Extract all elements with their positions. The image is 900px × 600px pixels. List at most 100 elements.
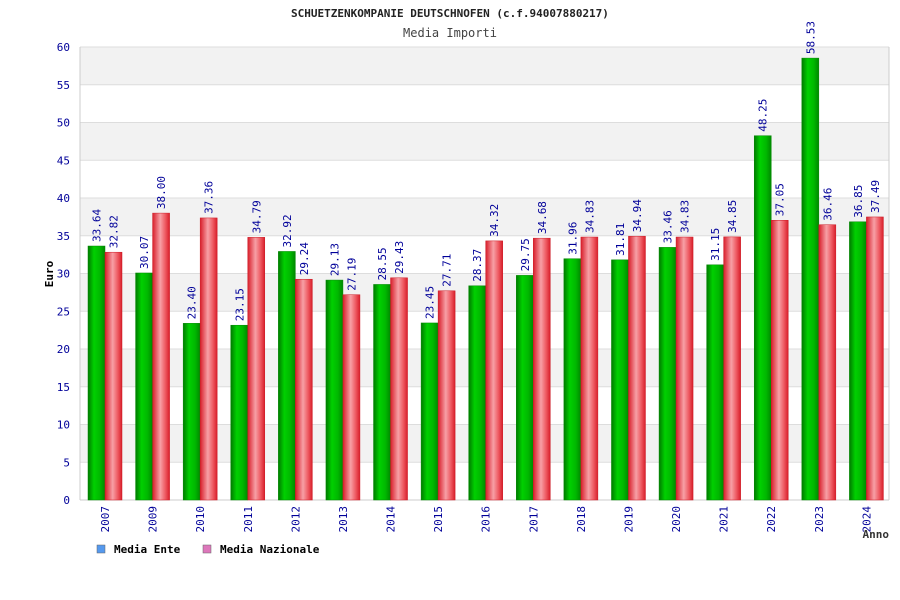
bar-media-nazionale (199, 217, 218, 501)
y-tick-label: 40 (57, 192, 70, 205)
bar-value-label: 30.07 (138, 236, 151, 269)
legend-label: Media Ente (114, 543, 181, 556)
bar-media-nazionale (342, 294, 361, 501)
y-tick-label: 60 (57, 41, 70, 54)
bar-media-nazionale (675, 236, 694, 501)
y-tick-label: 55 (57, 79, 70, 92)
bar-value-label: 34.83 (679, 200, 692, 233)
bar-media-nazionale (580, 236, 599, 501)
x-tick-label: 2023 (813, 506, 826, 533)
x-tick-label: 2015 (432, 506, 445, 533)
bar-media-ente (849, 221, 867, 501)
bar-media-nazionale (390, 277, 408, 501)
bar-media-ente (87, 245, 106, 501)
bar-value-label: 33.64 (91, 209, 104, 242)
x-tick-label: 2009 (147, 506, 160, 533)
bar-media-ente (278, 251, 296, 501)
legend: Media Ente Media Nazionale (96, 543, 320, 556)
bar-media-nazionale (437, 290, 456, 501)
bar-value-label: 34.85 (726, 200, 739, 233)
x-tick-label: 2012 (289, 506, 302, 533)
legend-swatch (96, 544, 106, 554)
y-axis-ticks: 0 5 10 15 20 25 30 35 40 45 50 55 60 (57, 41, 70, 507)
bar-value-label: 31.96 (566, 222, 579, 255)
bar-media-ente (182, 323, 201, 501)
y-tick-label: 15 (57, 381, 70, 394)
bar-media-ente (230, 324, 249, 501)
y-tick-label: 30 (57, 268, 70, 281)
x-tick-label: 2020 (670, 506, 683, 533)
bar-media-ente (706, 264, 724, 501)
bar-media-nazionale (104, 251, 123, 501)
y-tick-label: 25 (57, 305, 70, 318)
x-tick-label: 2011 (242, 506, 255, 533)
x-tick-label: 2018 (575, 506, 588, 533)
bar-media-ente (135, 272, 153, 501)
bar-value-label: 58.53 (804, 21, 817, 54)
x-tick-label: 2010 (194, 506, 207, 533)
y-tick-label: 45 (57, 154, 70, 167)
bar-value-label: 34.94 (631, 199, 644, 232)
x-tick-label: 2024 (860, 506, 873, 533)
bar-value-label: 37.05 (774, 183, 787, 216)
bar-media-nazionale (866, 216, 884, 501)
bar-media-ente (611, 259, 629, 501)
bar-media-ente (801, 57, 820, 501)
bar-media-ente (516, 275, 534, 501)
bar-media-nazionale (628, 235, 646, 501)
bar-media-ente (325, 279, 344, 501)
bar-value-label: 36.46 (821, 188, 834, 221)
y-tick-label: 10 (57, 419, 70, 432)
y-axis-label: Euro (43, 260, 56, 287)
plot-band (80, 47, 889, 85)
bar-value-label: 37.49 (869, 180, 882, 213)
bar-value-label: 38.00 (155, 176, 168, 209)
bar-media-ente (373, 284, 391, 501)
y-tick-label: 20 (57, 343, 70, 356)
bar-value-label: 23.45 (424, 286, 437, 319)
bar-value-label: 34.79 (250, 200, 263, 233)
y-tick-label: 35 (57, 230, 70, 243)
x-tick-label: 2014 (385, 506, 398, 533)
x-tick-label: 2016 (480, 506, 493, 533)
bar-media-nazionale (295, 278, 313, 501)
bar-media-nazionale (723, 236, 741, 501)
bar-media-ente (563, 258, 582, 501)
legend-label: Media Nazionale (220, 543, 320, 556)
bar-media-nazionale (152, 212, 170, 501)
bar-value-label: 23.40 (186, 286, 199, 319)
bar-value-label: 29.43 (393, 241, 406, 274)
bar-value-label: 28.55 (376, 247, 389, 280)
bar-value-label: 27.71 (441, 254, 454, 287)
x-tick-label: 2017 (527, 506, 540, 533)
bar-value-label: 23.15 (233, 288, 246, 321)
bar-media-ente (420, 322, 439, 501)
bar-value-label: 29.75 (519, 238, 532, 271)
x-axis-label: Anno (863, 528, 890, 541)
bar-value-label: 29.24 (298, 242, 311, 275)
bar-value-label: 48.25 (757, 99, 770, 132)
y-tick-label: 0 (63, 494, 70, 507)
chart-subtitle: Media Importi (403, 26, 497, 40)
x-tick-label: 2019 (622, 506, 635, 533)
bar-value-label: 32.92 (281, 214, 294, 247)
bar-value-label: 34.32 (488, 204, 501, 237)
bar-media-nazionale (533, 237, 551, 501)
x-axis-ticks: 2007 2009 2010 2011 2012 2013 2014 2015 2016 2017… (99, 506, 873, 533)
bar-value-label: 32.82 (108, 215, 121, 248)
bar-media-ente (468, 285, 486, 501)
bar-media-nazionale (247, 237, 266, 501)
bar-media-nazionale (818, 224, 837, 501)
bar-value-label: 27.19 (345, 258, 358, 291)
y-tick-label: 50 (57, 117, 70, 130)
bar-value-label: 34.68 (536, 201, 549, 234)
bar-media-ente (753, 135, 772, 501)
x-tick-label: 2007 (99, 506, 112, 533)
bar-media-ente (658, 247, 677, 501)
bar-value-label: 37.36 (203, 181, 216, 214)
x-tick-label: 2021 (718, 506, 731, 533)
x-tick-label: 2022 (765, 506, 778, 533)
bar-value-label: 36.85 (852, 185, 865, 218)
bar-media-nazionale (485, 240, 503, 501)
